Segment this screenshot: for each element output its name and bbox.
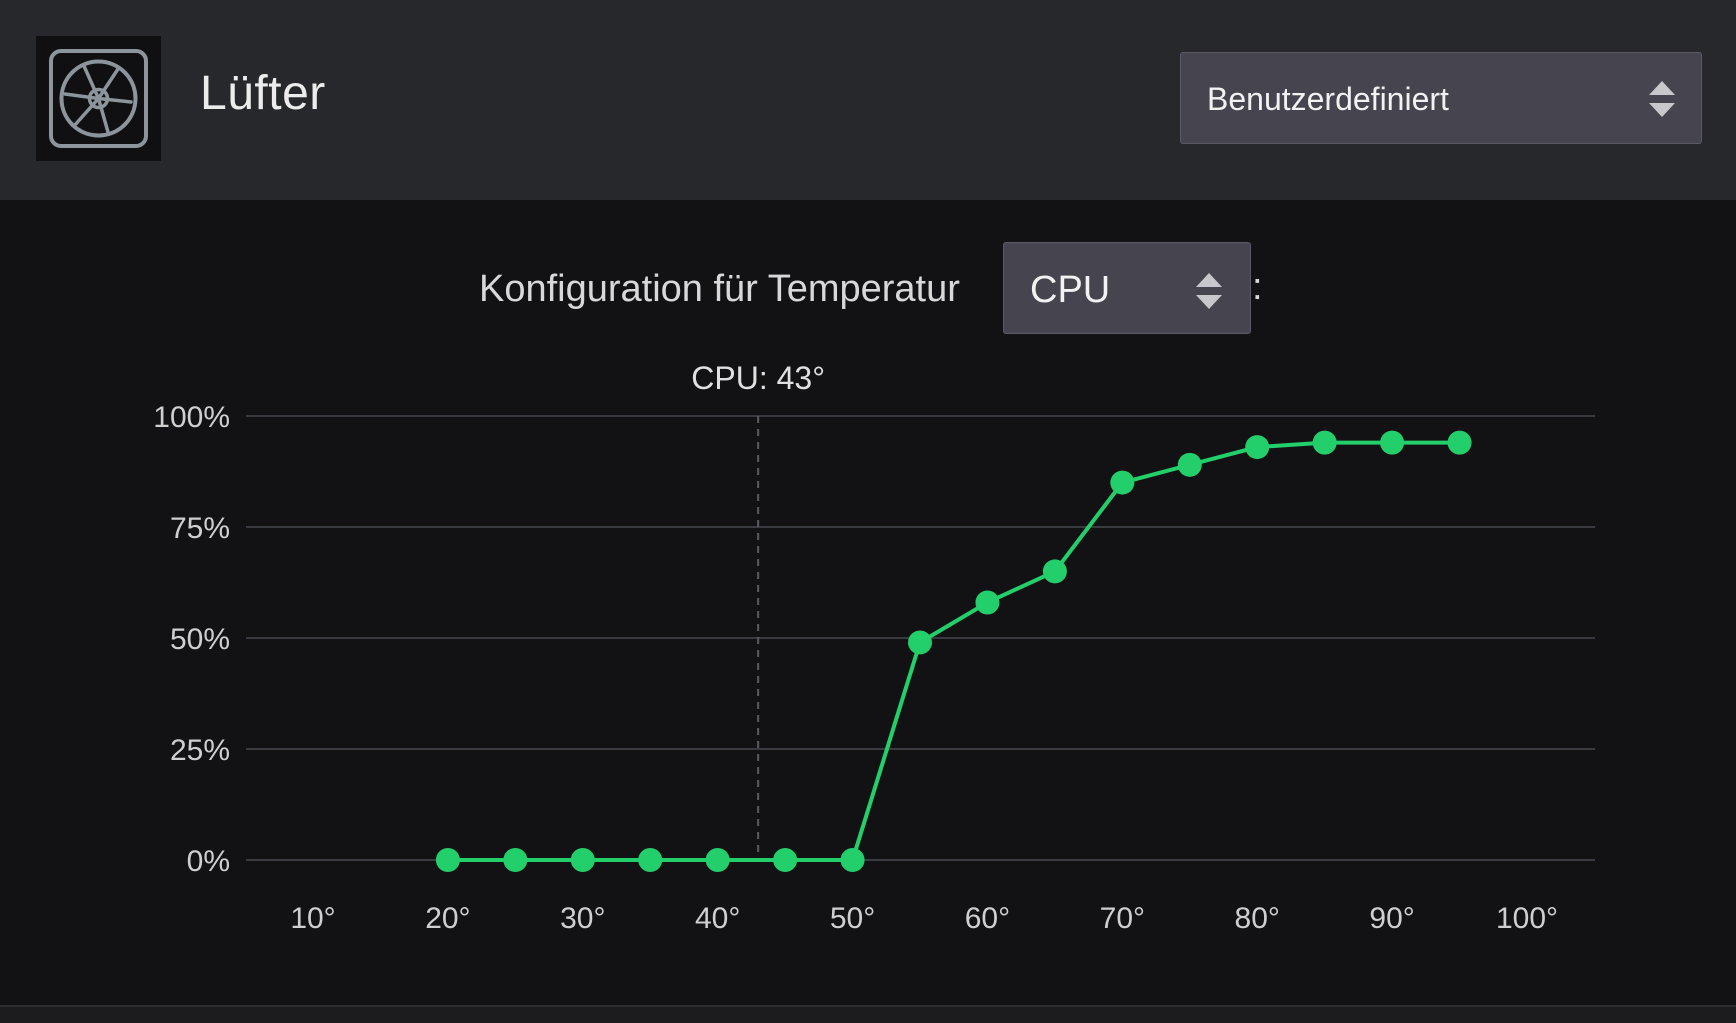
fan-curve-chart[interactable]: 0% 25% 50% 75% 100% 10° 20° 30° 40° 50° 60° 70° 80° 9… [0, 0, 1736, 1000]
y-tick-label: 50% [170, 623, 230, 656]
curve-point[interactable] [638, 848, 663, 872]
page-title: Lüfter [200, 67, 326, 120]
x-tick-label: 30° [560, 902, 605, 935]
updown-arrows-icon [1649, 81, 1675, 117]
fan-mode-select[interactable]: Benutzerdefiniert [1180, 52, 1702, 144]
x-tick-label: 40° [695, 902, 740, 935]
x-tick-label: 60° [965, 902, 1010, 935]
y-tick-label: 25% [170, 734, 230, 767]
temperature-sensor-select[interactable]: CPU [1003, 242, 1251, 334]
x-tick-label: 70° [1100, 902, 1145, 935]
x-tick-label: 50° [830, 902, 875, 935]
fan-icon [36, 36, 161, 161]
fan-mode-value: Benutzerdefiniert [1207, 81, 1449, 117]
curve-point[interactable] [1447, 430, 1472, 455]
current-temp-marker-label: CPU: 43° [691, 360, 825, 396]
curve-point[interactable] [1312, 430, 1337, 455]
x-tick-label: 90° [1369, 902, 1414, 935]
curve-point[interactable] [1110, 470, 1135, 495]
curve-point[interactable] [1380, 430, 1405, 455]
config-label: Konfiguration für Temperatur [479, 268, 960, 310]
temperature-config-row: Konfiguration für Temperatur CPU : [0, 240, 1736, 336]
curve-point[interactable] [908, 630, 932, 655]
x-tick-label: 100° [1496, 902, 1558, 935]
updown-arrows-icon [1196, 273, 1222, 309]
curve-point[interactable] [570, 848, 595, 872]
curve-point[interactable] [1042, 559, 1067, 584]
curve-point[interactable] [975, 590, 1000, 615]
config-colon: : [1252, 266, 1263, 308]
y-tick-label: 0% [187, 845, 230, 878]
footer-divider [0, 1005, 1736, 1023]
curve-point[interactable] [705, 848, 730, 872]
curve-point[interactable] [1177, 452, 1202, 477]
x-tick-label: 20° [425, 902, 470, 935]
header-bar: Lüfter Benutzerdefiniert [0, 0, 1736, 200]
fan-curve-line [447, 440, 1460, 862]
curve-point[interactable] [773, 848, 798, 872]
y-tick-label: 100% [153, 401, 230, 434]
x-tick-label: 80° [1235, 902, 1280, 935]
curve-point[interactable] [503, 848, 528, 872]
curve-point[interactable] [1245, 435, 1270, 460]
x-tick-label: 10° [290, 902, 335, 935]
temperature-sensor-value: CPU [1030, 269, 1111, 311]
y-tick-label: 75% [170, 512, 230, 545]
curve-point[interactable] [435, 848, 460, 872]
curve-point[interactable] [840, 848, 865, 872]
